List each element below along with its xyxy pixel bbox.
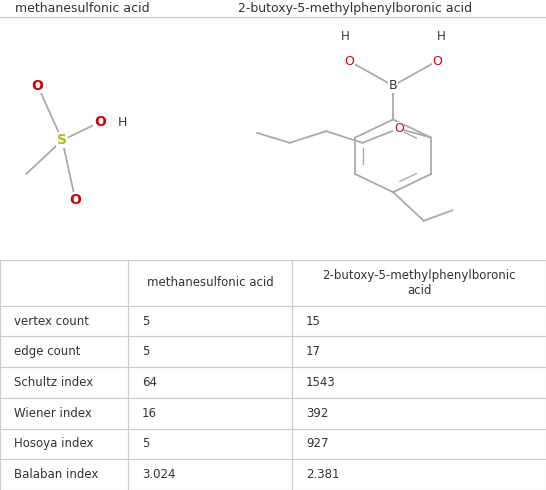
Bar [128, 337, 292, 367]
Bar [128, 429, 292, 459]
Text: 5: 5 [142, 315, 150, 328]
Bar [128, 398, 292, 429]
Bar [292, 367, 546, 398]
Bar [128, 306, 292, 337]
Text: vertex count: vertex count [14, 315, 88, 328]
Text: 2-butoxy-5-methylphenylboronic
acid: 2-butoxy-5-methylphenylboronic acid [322, 269, 516, 297]
Text: S: S [57, 133, 67, 147]
Text: edge count: edge count [14, 345, 80, 358]
Bar [292, 398, 546, 429]
Text: 2-butoxy-5-methylphenylboronic acid: 2-butoxy-5-methylphenylboronic acid [238, 2, 472, 15]
Bar [0, 367, 128, 398]
Bar [292, 306, 546, 337]
Text: 15: 15 [306, 315, 321, 328]
Bar [0, 337, 128, 367]
Text: 2.381: 2.381 [306, 468, 339, 481]
Text: B: B [389, 79, 397, 92]
Text: 927: 927 [306, 438, 328, 450]
Bar [0, 260, 128, 306]
Text: H: H [118, 116, 128, 128]
Bar [0, 306, 128, 337]
Text: H: H [341, 30, 350, 43]
Text: 16: 16 [142, 407, 157, 420]
Text: 5: 5 [142, 345, 150, 358]
Text: O: O [32, 79, 44, 93]
Text: Balaban index: Balaban index [14, 468, 98, 481]
Text: 1543: 1543 [306, 376, 335, 389]
Bar [292, 429, 546, 459]
Text: 5: 5 [142, 438, 150, 450]
Text: 17: 17 [306, 345, 321, 358]
Bar [128, 260, 292, 306]
Text: Schultz index: Schultz index [14, 376, 93, 389]
Bar [292, 337, 546, 367]
Text: Hosoya index: Hosoya index [14, 438, 93, 450]
Text: methanesulfonic acid: methanesulfonic acid [147, 276, 274, 289]
Bar [128, 367, 292, 398]
Bar [292, 260, 546, 306]
Text: O: O [394, 122, 403, 135]
Text: 392: 392 [306, 407, 328, 420]
Bar [0, 429, 128, 459]
Text: 3.024: 3.024 [142, 468, 175, 481]
Bar [292, 459, 546, 490]
Bar [0, 398, 128, 429]
Text: O: O [69, 193, 81, 207]
Text: methanesulfonic acid: methanesulfonic acid [15, 2, 149, 15]
Text: O: O [94, 115, 106, 129]
Text: O: O [344, 54, 354, 68]
Text: 64: 64 [142, 376, 157, 389]
Bar [0, 459, 128, 490]
Bar [128, 459, 292, 490]
Text: Wiener index: Wiener index [14, 407, 92, 420]
Text: H: H [436, 30, 446, 43]
Text: O: O [432, 54, 442, 68]
